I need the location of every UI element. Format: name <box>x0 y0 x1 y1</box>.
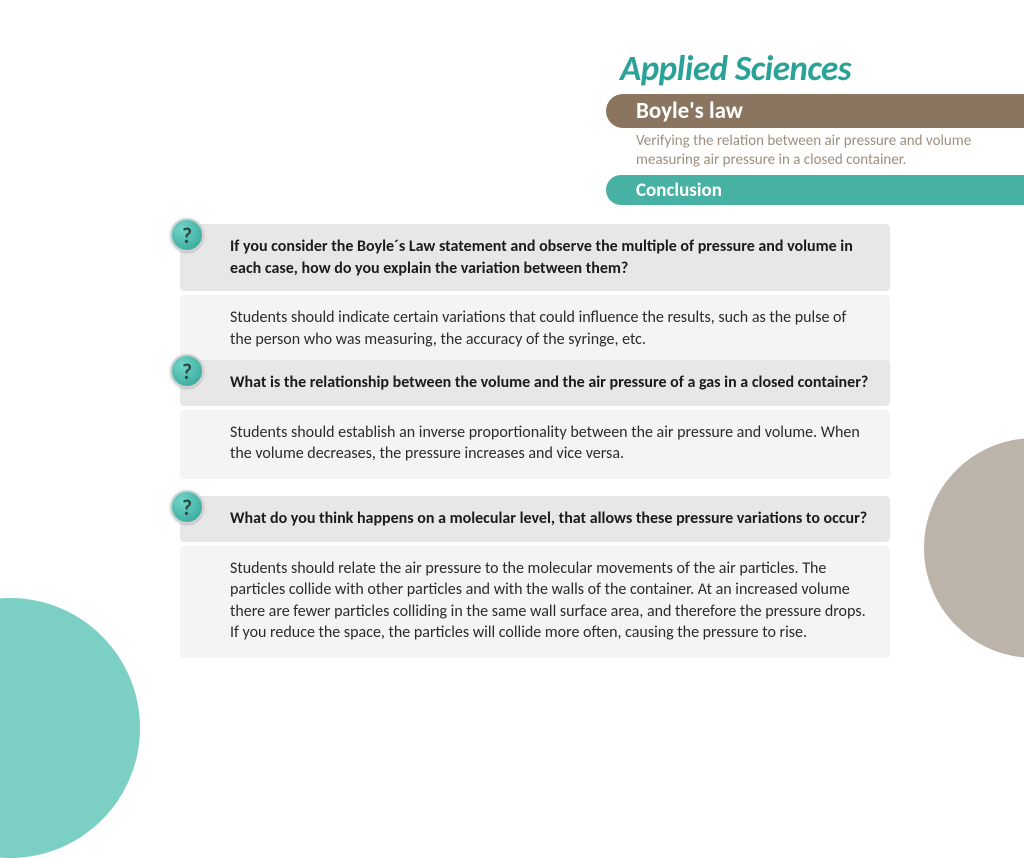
topic-label: Boyle's law <box>636 97 743 125</box>
decorative-circle-teal <box>0 598 140 858</box>
qa-block: ? What do you think happens on a molecul… <box>180 496 890 658</box>
section-bar: Conclusion <box>606 175 1024 205</box>
qa-block: ? What is the relationship between the v… <box>180 360 890 479</box>
question-icon: ? <box>170 218 204 252</box>
section-label: Conclusion <box>636 179 722 202</box>
answer-text: Students should establish an inverse pro… <box>180 410 890 479</box>
qa-block: ? If you consider the Boyle´s Law statem… <box>180 224 890 364</box>
question-icon: ? <box>170 354 204 388</box>
question-text: What do you think happens on a molecular… <box>180 496 890 542</box>
decorative-circle-taupe <box>924 438 1024 658</box>
question-icon: ? <box>170 490 204 524</box>
answer-text: Students should indicate certain variati… <box>180 295 890 364</box>
brand-title: Applied Sciences <box>620 48 851 90</box>
question-text: If you consider the Boyle´s Law statemen… <box>180 224 890 291</box>
answer-text: Students should relate the air pressure … <box>180 546 890 658</box>
topic-subtitle: Verifying the relation between air press… <box>636 132 994 170</box>
question-text: What is the relationship between the vol… <box>180 360 890 406</box>
topic-bar: Boyle's law <box>606 94 1024 128</box>
